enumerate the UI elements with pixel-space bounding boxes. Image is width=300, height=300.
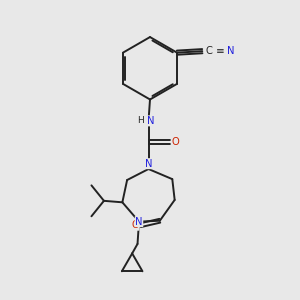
Text: ≡: ≡ <box>216 46 224 56</box>
Text: N: N <box>135 217 143 226</box>
Text: H: H <box>137 116 144 125</box>
Text: N: N <box>147 116 154 126</box>
Text: O: O <box>131 220 139 230</box>
Text: O: O <box>171 137 179 147</box>
Text: N: N <box>145 159 152 169</box>
Text: C: C <box>206 46 212 56</box>
Text: N: N <box>227 46 234 56</box>
